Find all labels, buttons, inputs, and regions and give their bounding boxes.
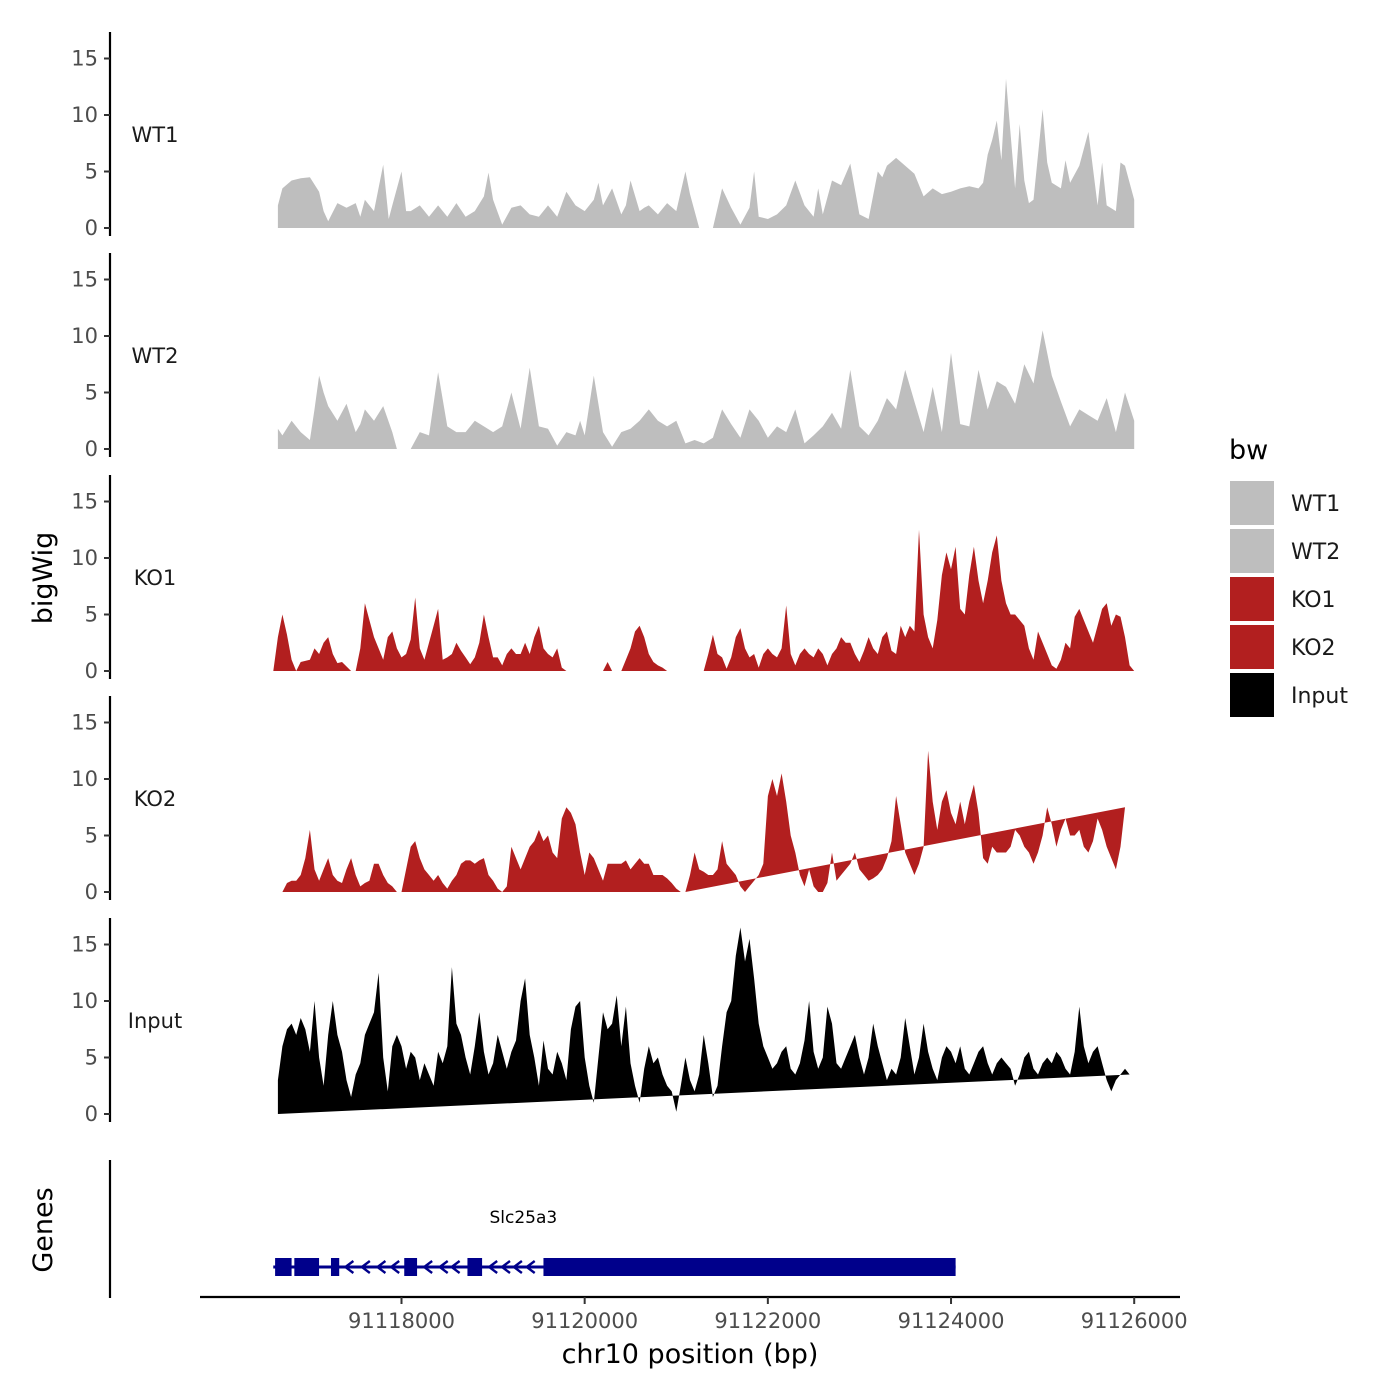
gene-exon-5 bbox=[543, 1258, 956, 1276]
gene-strand-arrow-3 bbox=[389, 1260, 400, 1274]
area-input-segment-0 bbox=[277, 927, 1130, 1114]
area-wt1-segment-0 bbox=[277, 164, 700, 228]
gene-exon-0 bbox=[275, 1258, 292, 1276]
y-tick-label-ko1-15: 15 bbox=[71, 490, 98, 514]
legend-label-wt1: WT1 bbox=[1291, 492, 1340, 517]
gene-exon-4 bbox=[467, 1258, 483, 1276]
gene-strand-arrow-6 bbox=[449, 1260, 461, 1274]
gene-exon-2 bbox=[330, 1258, 340, 1276]
y-tick-label-ko2-5: 5 bbox=[85, 824, 98, 848]
gene-strand-arrow-4 bbox=[422, 1260, 433, 1274]
y-tick-label-ko2-10: 10 bbox=[71, 767, 98, 791]
track-label-ko1: KO1 bbox=[134, 566, 177, 590]
y-tick-label-ko1-5: 5 bbox=[85, 603, 98, 627]
gene-strand-arrow-2 bbox=[375, 1260, 387, 1274]
x-tick-label-0: 91118000 bbox=[348, 1309, 455, 1333]
legend-label-ko2: KO2 bbox=[1291, 636, 1336, 661]
genes-axis-title: Genes bbox=[28, 1187, 59, 1272]
y-tick-label-wt2-15: 15 bbox=[71, 268, 98, 292]
y-tick-label-wt2-5: 5 bbox=[85, 381, 98, 405]
area-ko2-segment-1 bbox=[401, 807, 681, 892]
y-axis-title: bigWig bbox=[28, 532, 59, 625]
area-ko1-segment-3 bbox=[603, 662, 613, 671]
area-ko1-segment-5 bbox=[703, 529, 1135, 671]
track-label-ko2: KO2 bbox=[134, 787, 177, 811]
y-tick-label-ko1-0: 0 bbox=[85, 659, 98, 683]
y-tick-label-wt1-10: 10 bbox=[71, 103, 98, 127]
track-label-wt2: WT2 bbox=[132, 344, 179, 368]
track-ko2: 0 5 10 15 KO2 bbox=[71, 696, 1125, 904]
legend-key-ko1 bbox=[1228, 575, 1276, 623]
gene-exon-3 bbox=[404, 1258, 418, 1276]
y-tick-label-wt1-5: 5 bbox=[85, 160, 98, 184]
y-tick-label-input-10: 10 bbox=[71, 989, 98, 1013]
x-axis: 91118000 91120000 91122000 91124000 91126000 bbox=[200, 1295, 1188, 1333]
legend-title: bw bbox=[1229, 435, 1268, 466]
area-wt2-segment-0 bbox=[277, 375, 397, 449]
area-ko1-segment-1 bbox=[296, 637, 352, 671]
track-wt2: 0 5 10 15 WT2 bbox=[71, 253, 1135, 461]
area-wt2-segment-1 bbox=[410, 330, 1135, 449]
legend-key-input bbox=[1228, 671, 1276, 719]
legend-key-ko2 bbox=[1228, 623, 1276, 671]
area-wt1-segment-1 bbox=[712, 78, 1135, 228]
gene-strand-arrow-7 bbox=[487, 1260, 498, 1274]
y-tick-label-ko2-0: 0 bbox=[85, 880, 98, 904]
gene-strand-arrow-10 bbox=[524, 1260, 536, 1274]
area-ko1-segment-0 bbox=[273, 614, 297, 671]
legend: bw WT1 WT2 KO1 KO2 Input bbox=[1228, 435, 1348, 719]
area-ko2-segment-2 bbox=[685, 750, 1125, 892]
x-tick-label-1: 91120000 bbox=[531, 1309, 638, 1333]
track-wt1: 0 5 10 15 WT1 bbox=[71, 32, 1135, 240]
y-tick-label-ko1-10: 10 bbox=[71, 546, 98, 570]
gene-strand-arrow-1 bbox=[359, 1260, 371, 1274]
y-tick-label-input-0: 0 bbox=[85, 1102, 98, 1126]
y-tick-label-input-5: 5 bbox=[85, 1046, 98, 1070]
legend-label-wt2: WT2 bbox=[1291, 540, 1340, 565]
tracks-group: 0 5 10 15 WT1 0 5 10 15 WT2 0 5 10 15 KO1 0 5 10 15 KO2 0 5 10… bbox=[71, 32, 1135, 1126]
x-axis-title: chr10 position (bp) bbox=[562, 1339, 819, 1370]
gene-strand-arrow-9 bbox=[511, 1260, 523, 1274]
gene-strand-arrow-5 bbox=[437, 1260, 449, 1274]
y-tick-label-wt2-0: 0 bbox=[85, 437, 98, 461]
x-tick-label-4: 91126000 bbox=[1081, 1309, 1188, 1333]
legend-label-input: Input bbox=[1291, 684, 1348, 709]
track-label-wt1: WT1 bbox=[132, 123, 179, 147]
genes-panel: Slc25a3 bbox=[108, 1160, 956, 1298]
y-tick-label-wt2-10: 10 bbox=[71, 324, 98, 348]
gene-name-label: Slc25a3 bbox=[489, 1208, 557, 1228]
area-ko1-segment-4 bbox=[621, 625, 668, 671]
y-tick-label-wt1-15: 15 bbox=[71, 47, 98, 71]
area-ko2-segment-0 bbox=[282, 829, 397, 892]
track-ko1: 0 5 10 15 KO1 bbox=[71, 475, 1135, 683]
gene-strand-arrow-0 bbox=[343, 1260, 355, 1274]
legend-key-wt1 bbox=[1228, 479, 1276, 527]
track-input: 0 5 10 15 Input bbox=[71, 918, 1130, 1126]
gene-strand-arrow-8 bbox=[499, 1260, 511, 1274]
y-tick-label-input-15: 15 bbox=[71, 933, 98, 957]
legend-label-ko1: KO1 bbox=[1291, 588, 1336, 613]
track-label-input: Input bbox=[128, 1009, 182, 1033]
gene-exon-1 bbox=[294, 1258, 320, 1276]
legend-key-wt2 bbox=[1228, 527, 1276, 575]
y-tick-label-ko2-15: 15 bbox=[71, 711, 98, 735]
y-tick-label-wt1-0: 0 bbox=[85, 216, 98, 240]
x-tick-label-2: 91122000 bbox=[714, 1309, 821, 1333]
area-ko1-segment-2 bbox=[355, 597, 567, 671]
x-tick-label-3: 91124000 bbox=[898, 1309, 1005, 1333]
